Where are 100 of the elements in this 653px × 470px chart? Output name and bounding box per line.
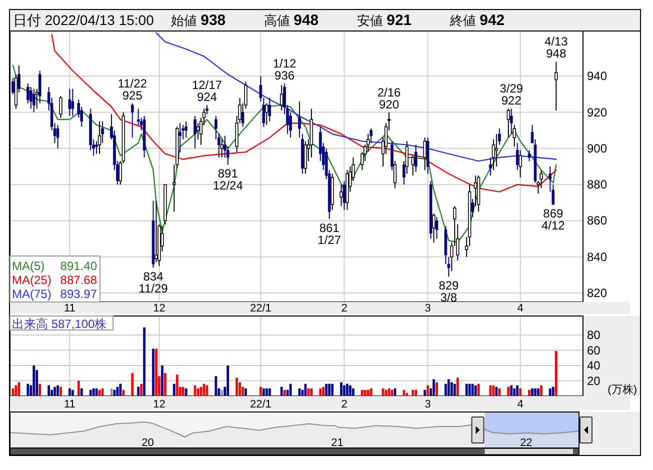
bar	[352, 388, 354, 396]
legend-entry: MA(25) 887.68	[12, 273, 97, 287]
legend-entry: MA(75) 893.97	[12, 287, 97, 301]
bar	[319, 388, 322, 396]
legend-entry: MA(5) 891.40	[12, 259, 97, 273]
bar	[456, 378, 459, 396]
bar	[552, 386, 554, 396]
y-tick-label: 860	[587, 214, 608, 228]
bar	[370, 388, 372, 396]
bar	[164, 373, 166, 396]
text: 始値 938	[171, 12, 226, 29]
bar	[244, 388, 247, 396]
bar	[283, 390, 286, 396]
bar	[450, 382, 453, 396]
bar	[366, 390, 370, 396]
bar	[280, 386, 283, 396]
text: 高値 948	[264, 12, 319, 29]
bar	[349, 385, 352, 396]
bar	[68, 388, 71, 396]
y-tick-label: 940	[587, 69, 608, 84]
bar	[161, 366, 164, 396]
bar	[38, 384, 42, 396]
bar	[325, 384, 328, 396]
annotation: 3/29 922	[500, 82, 524, 108]
bar	[176, 374, 178, 396]
x-tick-label: 20	[142, 437, 154, 449]
bar	[510, 385, 513, 396]
bar	[236, 378, 238, 396]
x-tick-label: 4	[517, 302, 524, 314]
bar	[182, 386, 184, 396]
bar	[50, 390, 53, 396]
bar	[80, 388, 83, 396]
bar	[436, 382, 438, 396]
x-tick-label: 11	[64, 398, 76, 410]
x-tick-label: 3	[424, 398, 431, 410]
chart-title: 出来高 587,100株	[12, 317, 107, 331]
chart-title: 日付 2022/04/13 15:00	[13, 12, 154, 28]
bar	[331, 384, 334, 396]
bar	[122, 390, 125, 396]
text: 終値 942	[449, 12, 505, 29]
bar	[412, 390, 414, 396]
annotation: 869 4/12	[541, 206, 566, 232]
bar	[140, 384, 143, 396]
y-tick-label: 820	[587, 286, 608, 300]
x-tick-label: 2	[341, 398, 348, 410]
bar	[340, 382, 342, 396]
bar	[48, 385, 50, 396]
bar	[537, 388, 540, 396]
bar	[498, 388, 501, 396]
bar	[172, 384, 176, 396]
y-tick-label: 880	[587, 178, 608, 192]
bar	[414, 390, 418, 396]
bar	[402, 390, 406, 396]
bar	[92, 388, 95, 396]
bar	[54, 386, 56, 396]
bar	[322, 386, 325, 396]
annotation: 4/13 948	[544, 34, 568, 61]
bar	[528, 390, 530, 396]
bar	[448, 379, 450, 396]
bar	[152, 348, 154, 396]
bar	[310, 388, 313, 396]
bar	[507, 386, 510, 396]
bar	[242, 386, 244, 396]
y-tick-label: 20	[587, 374, 601, 388]
bar	[554, 351, 558, 396]
bar	[262, 388, 265, 396]
bar	[474, 385, 477, 396]
x-tick-label: 22/1	[250, 398, 272, 410]
x-tick-label: 22	[520, 437, 532, 449]
bar	[131, 373, 134, 396]
x-tick-label: 2	[341, 302, 348, 314]
annotation: 11/22 925	[118, 76, 148, 102]
annotation: 834 11/29	[138, 270, 168, 296]
bar	[540, 385, 542, 396]
annotation: 829 3/8	[438, 278, 460, 305]
bar	[60, 386, 62, 396]
bar	[56, 385, 59, 396]
bar	[516, 385, 519, 396]
bar	[548, 388, 552, 396]
bar	[155, 348, 158, 396]
bar	[226, 366, 230, 396]
y-tick-label: 900	[587, 141, 608, 156]
bar	[184, 388, 188, 396]
text: 安値 921	[357, 12, 412, 29]
bar	[328, 384, 331, 396]
bar	[137, 386, 140, 396]
bar	[77, 380, 80, 396]
bar	[513, 388, 516, 396]
bar	[531, 388, 534, 396]
x-tick-label: 21	[331, 437, 344, 449]
x-tick-label: 4	[517, 398, 524, 410]
bar	[343, 385, 346, 396]
x-tick-label: 12	[153, 398, 166, 410]
bar	[71, 390, 74, 396]
bar	[268, 388, 271, 396]
x-tick-label: 3	[424, 302, 431, 314]
bar	[364, 390, 366, 396]
bar	[453, 384, 456, 396]
y-tick-label: 920	[587, 105, 608, 120]
bar	[360, 390, 364, 396]
